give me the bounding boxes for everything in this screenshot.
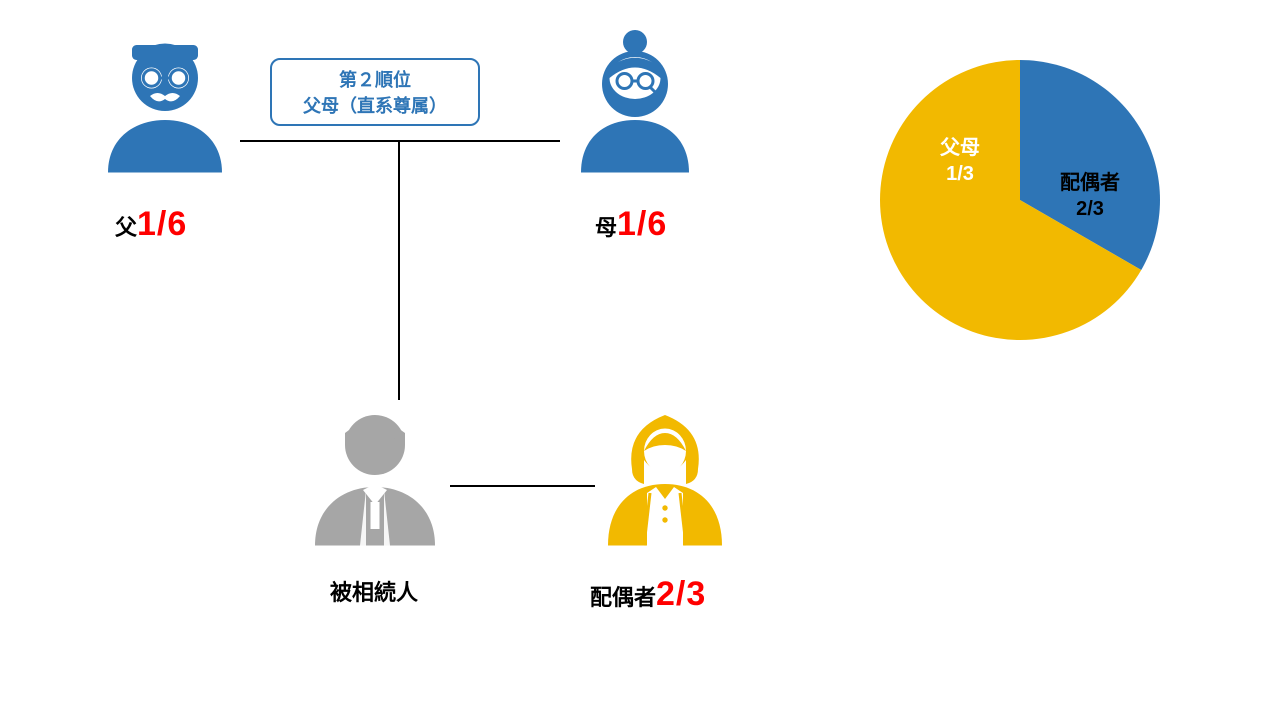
father-fraction: 1/6 bbox=[137, 205, 187, 243]
spouse-icon bbox=[590, 400, 740, 550]
pie-spouse-bottom: 2/3 bbox=[1076, 198, 1104, 220]
person-father bbox=[90, 30, 240, 185]
pie-parents-top: 父母 bbox=[940, 137, 980, 159]
mother-caption: 母1/6 bbox=[595, 205, 667, 244]
deceased-caption: 被相続人 bbox=[330, 575, 418, 607]
deceased-role: 被相続人 bbox=[330, 580, 418, 605]
connector-parents-vertical bbox=[398, 140, 400, 400]
pie-parents-bottom: 1/3 bbox=[946, 163, 974, 185]
priority-line1: 第２順位 bbox=[290, 66, 460, 92]
spouse-fraction: 2/3 bbox=[656, 575, 706, 613]
mother-fraction: 1/6 bbox=[617, 205, 667, 243]
pie-spouse-top: 配偶者 bbox=[1060, 172, 1120, 194]
mother-icon bbox=[560, 30, 710, 180]
spouse-role: 配偶者 bbox=[590, 585, 656, 610]
father-role: 父 bbox=[115, 215, 137, 240]
connector-couple-horizontal bbox=[450, 485, 595, 487]
spouse-caption: 配偶者2/3 bbox=[590, 575, 706, 614]
father-caption: 父1/6 bbox=[115, 205, 187, 244]
person-deceased bbox=[300, 400, 450, 555]
pie-label-parents: 父母 1/3 bbox=[940, 135, 980, 187]
father-icon bbox=[90, 30, 240, 180]
connector-parents-horizontal bbox=[240, 140, 560, 142]
deceased-icon bbox=[300, 400, 450, 550]
pie-label-spouse: 配偶者 2/3 bbox=[1060, 170, 1120, 222]
priority-label-box: 第２順位 父母（直系尊属） bbox=[270, 58, 480, 126]
priority-line2: 父母（直系尊属） bbox=[290, 92, 460, 118]
person-mother bbox=[560, 30, 710, 185]
person-spouse bbox=[590, 400, 740, 555]
mother-role: 母 bbox=[595, 215, 617, 240]
